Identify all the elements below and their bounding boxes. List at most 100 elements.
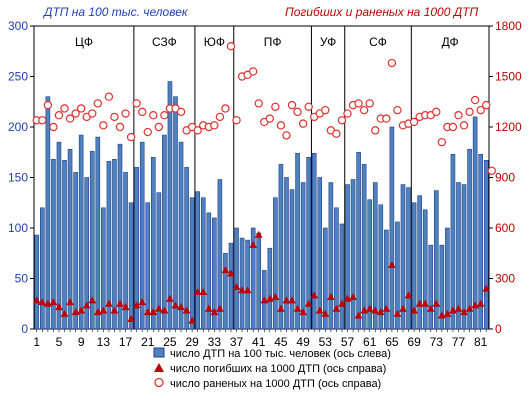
injured-point: [470, 95, 480, 105]
death-point: [193, 287, 202, 295]
injured-point: [60, 104, 69, 113]
x-tick-label: 69: [407, 335, 421, 349]
death-point: [399, 304, 407, 312]
x-tick-label: 37: [230, 335, 244, 349]
legend-triangle-marker: [153, 362, 167, 378]
death-point: [365, 304, 374, 312]
injured-point: [437, 137, 447, 147]
left-tick-label: 100: [8, 221, 28, 235]
injured-point: [38, 116, 47, 125]
bar: [345, 184, 350, 330]
death-point: [60, 309, 69, 317]
left-tick-label: 0: [21, 322, 28, 336]
injured-point: [221, 104, 230, 113]
x-axis: 1 5 9 13 17 21 25 29 33 37 41 45 49 53 57 61 65 69 73 77 81: [33, 329, 488, 349]
bar: [284, 177, 289, 330]
right-tick-label: 0: [495, 322, 502, 336]
death-point: [354, 311, 363, 319]
bar: [350, 179, 356, 330]
bar: [467, 148, 472, 330]
bar: [223, 252, 228, 330]
injured-point: [454, 111, 463, 120]
death-point: [454, 304, 463, 312]
injured-point: [226, 42, 236, 51]
legend: число ДТП на 100 тыс. человек (ось слева…: [153, 347, 391, 392]
death-point: [243, 286, 252, 294]
injured-point: [371, 126, 380, 135]
death-point: [482, 284, 491, 292]
x-tick-label: 1: [33, 335, 40, 349]
bar: [311, 152, 317, 330]
death-point: [216, 304, 224, 312]
region-label: ДФ: [442, 35, 459, 49]
death-point: [410, 306, 418, 314]
death-point: [460, 308, 468, 316]
injured-point: [265, 114, 275, 123]
x-tick-label: 21: [141, 335, 155, 349]
death-point: [332, 304, 341, 312]
legend-label-deaths: число погибших на 1000 ДТП (ось справа): [170, 363, 387, 375]
death-point: [138, 298, 147, 306]
injured-point: [126, 132, 136, 142]
injured-point: [321, 105, 330, 115]
death-point: [421, 299, 429, 307]
injured-point: [332, 129, 341, 138]
bar-series: [34, 81, 489, 330]
death-point: [105, 299, 113, 307]
death-point: [393, 309, 402, 317]
x-tick-label: 29: [185, 335, 199, 349]
bar: [339, 223, 345, 330]
legend-label-bars: число ДТП на 100 тыс. человек (ось слева…: [170, 348, 391, 360]
bar: [450, 153, 456, 330]
injured-point: [393, 105, 402, 115]
region-label: ЦФ: [75, 35, 93, 49]
death-point: [32, 296, 41, 304]
death-point: [160, 306, 169, 314]
bar: [278, 164, 284, 330]
x-tick-label: 49: [296, 335, 310, 349]
death-point: [293, 304, 302, 312]
bar: [95, 136, 101, 330]
injured-point: [160, 111, 169, 120]
bar: [300, 182, 306, 330]
region-separators: ЦФ СЗФ ЮФ ПФ УФ СФ ДФ: [75, 26, 459, 329]
injured-point: [293, 107, 302, 117]
injured-point: [276, 121, 286, 130]
injured-point: [49, 122, 58, 132]
bar: [433, 190, 439, 330]
injured-point: [271, 102, 280, 112]
region-label: СФ: [369, 35, 387, 49]
injured-point: [154, 122, 164, 132]
bar: [112, 159, 117, 330]
bar: [173, 96, 178, 330]
bar: [428, 244, 434, 330]
injured-point: [88, 109, 97, 118]
x-tick-label: 61: [363, 335, 377, 349]
injured-point: [382, 114, 391, 123]
injured-point: [409, 117, 419, 127]
injured-point: [254, 99, 263, 108]
death-point: [299, 308, 307, 316]
injured-point: [210, 121, 219, 130]
deaths-series: [32, 230, 491, 324]
bar: [234, 227, 239, 330]
legend-circle-marker: [153, 377, 167, 393]
injured-point: [71, 109, 80, 118]
injured-point: [465, 107, 474, 117]
death-point: [271, 293, 280, 301]
death-point: [204, 304, 213, 312]
bar: [328, 182, 334, 330]
death-point: [110, 306, 119, 314]
death-point: [149, 308, 158, 316]
left-tick-label: 300: [8, 19, 28, 33]
injured-point: [448, 122, 458, 132]
injured-point: [282, 131, 291, 140]
injured-point: [298, 119, 308, 128]
injured-point: [487, 166, 496, 175]
death-point: [121, 303, 130, 311]
bar: [162, 134, 167, 330]
death-point: [388, 261, 396, 269]
x-tick-label: 73: [430, 335, 444, 349]
injured-point: [104, 92, 114, 101]
death-point: [432, 299, 441, 307]
